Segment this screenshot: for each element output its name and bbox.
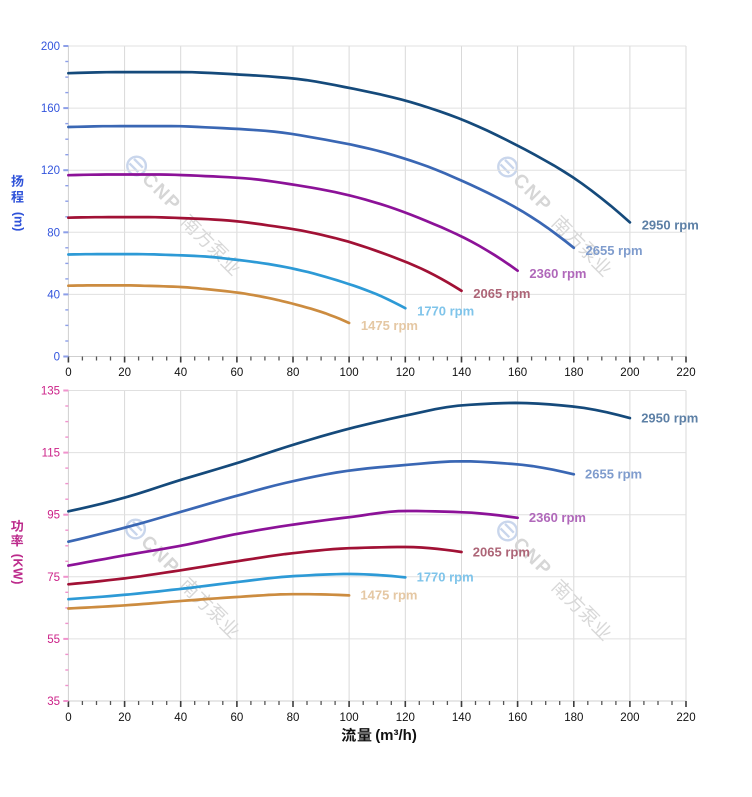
svg-text:1475 rpm: 1475 rpm — [360, 588, 417, 603]
svg-text:20: 20 — [118, 712, 131, 724]
svg-text:220: 220 — [676, 367, 695, 379]
svg-text:135: 135 — [41, 386, 60, 398]
svg-text:55: 55 — [47, 634, 60, 646]
svg-text:120: 120 — [396, 367, 415, 379]
svg-text:(m³/h): (m³/h) — [375, 727, 417, 744]
svg-text:2360 rpm: 2360 rpm — [529, 510, 586, 525]
svg-text:220: 220 — [676, 712, 695, 724]
svg-text:115: 115 — [42, 448, 60, 460]
svg-text:2655 rpm: 2655 rpm — [585, 467, 642, 482]
svg-text:200: 200 — [41, 41, 60, 53]
svg-text:1770 rpm: 1770 rpm — [417, 570, 474, 585]
svg-text:120: 120 — [41, 165, 60, 177]
svg-text:180: 180 — [564, 367, 583, 379]
svg-text:140: 140 — [452, 367, 471, 379]
svg-text:200: 200 — [620, 367, 639, 379]
svg-text:35: 35 — [47, 696, 60, 708]
svg-text:180: 180 — [564, 712, 583, 724]
svg-text:60: 60 — [231, 712, 244, 724]
svg-text:2655 rpm: 2655 rpm — [586, 243, 643, 258]
svg-text:0: 0 — [65, 367, 71, 379]
svg-text:1475 rpm: 1475 rpm — [361, 318, 418, 333]
svg-text:80: 80 — [287, 712, 300, 724]
svg-text:(KW): (KW) — [11, 554, 25, 585]
svg-text:80: 80 — [47, 227, 60, 239]
svg-text:60: 60 — [231, 367, 244, 379]
svg-text:80: 80 — [287, 367, 300, 379]
svg-text:160: 160 — [508, 367, 527, 379]
svg-text:140: 140 — [452, 712, 471, 724]
svg-text:2065 rpm: 2065 rpm — [473, 544, 530, 559]
svg-text:40: 40 — [47, 289, 60, 301]
svg-text:(m): (m) — [11, 212, 25, 231]
svg-text:160: 160 — [508, 712, 527, 724]
svg-text:1770 rpm: 1770 rpm — [417, 303, 474, 318]
svg-text:95: 95 — [47, 510, 60, 522]
svg-text:160: 160 — [41, 103, 60, 115]
svg-text:2065 rpm: 2065 rpm — [473, 286, 530, 301]
svg-text:2950 rpm: 2950 rpm — [642, 218, 699, 233]
svg-text:40: 40 — [174, 712, 187, 724]
svg-text:100: 100 — [340, 367, 359, 379]
svg-text:2950 rpm: 2950 rpm — [641, 410, 698, 425]
svg-text:40: 40 — [174, 367, 187, 379]
svg-text:0: 0 — [54, 352, 60, 364]
svg-text:2360 rpm: 2360 rpm — [529, 266, 586, 281]
svg-text:20: 20 — [118, 367, 131, 379]
svg-text:200: 200 — [620, 712, 639, 724]
svg-text:100: 100 — [340, 712, 359, 724]
svg-text:75: 75 — [47, 572, 60, 584]
svg-text:120: 120 — [396, 712, 415, 724]
svg-text:0: 0 — [65, 712, 71, 724]
